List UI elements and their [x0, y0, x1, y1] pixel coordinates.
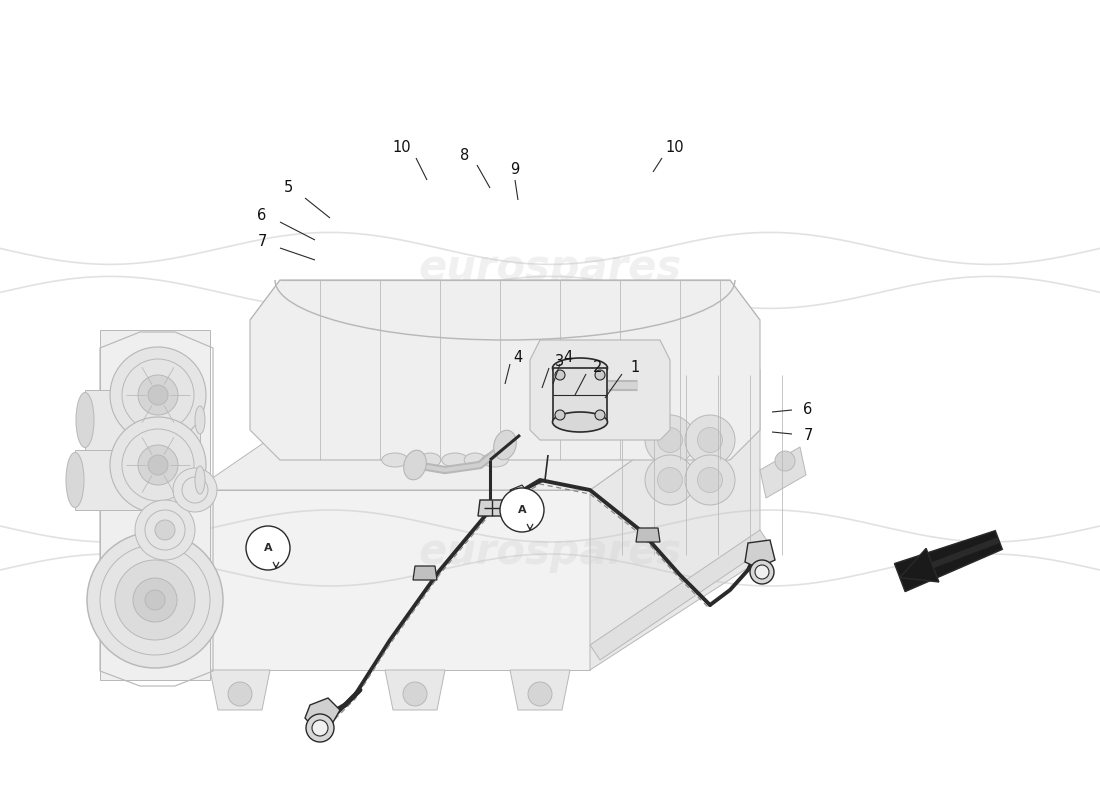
Ellipse shape	[66, 453, 84, 507]
Polygon shape	[590, 530, 770, 660]
Circle shape	[697, 467, 723, 493]
Circle shape	[87, 532, 223, 668]
Circle shape	[685, 455, 735, 505]
Polygon shape	[590, 370, 760, 670]
Circle shape	[776, 451, 795, 471]
Circle shape	[246, 526, 290, 570]
Circle shape	[312, 720, 328, 736]
Ellipse shape	[76, 393, 94, 447]
Circle shape	[500, 488, 544, 532]
Ellipse shape	[195, 406, 205, 434]
Circle shape	[645, 415, 695, 465]
Circle shape	[155, 520, 175, 540]
Circle shape	[110, 417, 206, 513]
Text: 1: 1	[630, 361, 639, 375]
Text: 6: 6	[257, 207, 266, 222]
Polygon shape	[85, 390, 200, 450]
Text: eurospares: eurospares	[418, 247, 682, 289]
Ellipse shape	[442, 453, 469, 467]
Polygon shape	[636, 528, 660, 542]
Circle shape	[645, 455, 695, 505]
Text: 3: 3	[554, 354, 563, 370]
Circle shape	[685, 415, 735, 465]
Text: 7: 7	[803, 427, 813, 442]
Circle shape	[116, 560, 195, 640]
Text: A: A	[264, 543, 273, 553]
Ellipse shape	[404, 450, 427, 480]
Polygon shape	[250, 280, 760, 460]
Circle shape	[750, 560, 774, 584]
Polygon shape	[195, 490, 590, 670]
Polygon shape	[75, 450, 200, 510]
Polygon shape	[530, 340, 670, 440]
Text: eurospares: eurospares	[418, 531, 682, 573]
Text: 9: 9	[510, 162, 519, 178]
Circle shape	[138, 445, 178, 485]
Text: 6: 6	[803, 402, 813, 418]
Text: A: A	[518, 505, 526, 515]
Polygon shape	[553, 368, 607, 422]
Circle shape	[145, 590, 165, 610]
Circle shape	[755, 565, 769, 579]
Ellipse shape	[195, 466, 205, 494]
Polygon shape	[900, 548, 939, 582]
Polygon shape	[745, 540, 776, 568]
Ellipse shape	[565, 367, 635, 413]
Ellipse shape	[419, 453, 441, 467]
Circle shape	[658, 427, 682, 453]
Text: 2: 2	[593, 361, 603, 375]
Circle shape	[556, 410, 565, 420]
Text: 4: 4	[563, 350, 573, 366]
Polygon shape	[210, 670, 270, 710]
Circle shape	[148, 455, 168, 475]
Circle shape	[306, 714, 334, 742]
Circle shape	[228, 682, 252, 706]
Circle shape	[595, 370, 605, 380]
Circle shape	[173, 468, 217, 512]
Circle shape	[148, 385, 168, 405]
Polygon shape	[305, 698, 340, 728]
Circle shape	[658, 467, 682, 493]
Circle shape	[403, 682, 427, 706]
Polygon shape	[478, 500, 506, 516]
Polygon shape	[894, 530, 1002, 592]
Text: 5: 5	[284, 181, 293, 195]
Ellipse shape	[556, 360, 645, 420]
Polygon shape	[195, 370, 760, 490]
Text: 7: 7	[257, 234, 266, 250]
Polygon shape	[510, 670, 570, 710]
Circle shape	[135, 500, 195, 560]
Circle shape	[110, 347, 206, 443]
Circle shape	[697, 427, 723, 453]
Circle shape	[138, 375, 178, 415]
Text: 8: 8	[461, 147, 470, 162]
Ellipse shape	[494, 430, 516, 460]
Circle shape	[595, 410, 605, 420]
Ellipse shape	[552, 412, 607, 432]
Polygon shape	[100, 330, 210, 680]
Ellipse shape	[382, 453, 408, 467]
Circle shape	[556, 370, 565, 380]
Ellipse shape	[552, 358, 607, 378]
Circle shape	[528, 682, 552, 706]
Ellipse shape	[482, 453, 508, 467]
Ellipse shape	[464, 453, 486, 467]
Text: 10: 10	[666, 141, 684, 155]
Polygon shape	[510, 485, 530, 502]
Polygon shape	[385, 670, 446, 710]
Text: 10: 10	[393, 141, 411, 155]
Circle shape	[133, 578, 177, 622]
Polygon shape	[412, 566, 437, 580]
Text: 4: 4	[514, 350, 522, 366]
Polygon shape	[760, 447, 806, 498]
